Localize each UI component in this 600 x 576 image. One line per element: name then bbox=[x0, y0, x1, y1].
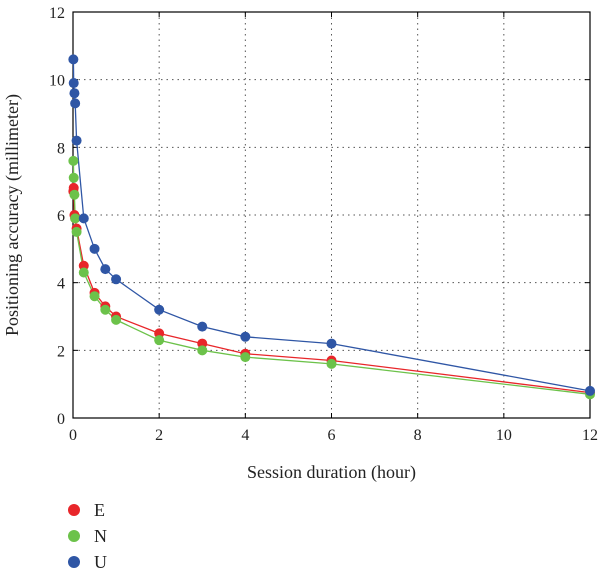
legend-label-u: U bbox=[94, 551, 107, 572]
chart-svg: 0 2 4 6 8 10 12 0 2 4 6 8 10 12 Session duration (ho… bbox=[2, 5, 598, 483]
data-point-n bbox=[154, 335, 165, 346]
data-point-u bbox=[240, 331, 251, 342]
legend-item-e: E bbox=[68, 497, 107, 523]
legend-item-u: U bbox=[68, 549, 107, 575]
data-point-n bbox=[111, 314, 122, 325]
y-tick-label: 0 bbox=[57, 411, 65, 428]
y-tick-label: 8 bbox=[57, 140, 65, 157]
y-tick-label: 6 bbox=[57, 208, 65, 225]
data-point-n bbox=[197, 345, 208, 356]
data-point-n bbox=[89, 291, 100, 302]
y-tick-label: 2 bbox=[57, 343, 65, 360]
y-axis-title: Positioning accuracy (millimeter) bbox=[2, 94, 23, 336]
x-tick-label: 12 bbox=[582, 427, 598, 444]
data-point-u bbox=[154, 304, 165, 315]
data-point-n bbox=[71, 226, 82, 237]
legend-label-e: E bbox=[94, 499, 105, 520]
y-tick-labels: 0 2 4 6 8 10 12 bbox=[49, 5, 65, 428]
x-tick-label: 6 bbox=[328, 427, 336, 444]
x-tick-label: 4 bbox=[241, 427, 249, 444]
data-point-n bbox=[68, 172, 79, 183]
data-point-u bbox=[111, 274, 122, 285]
legend: E N U bbox=[68, 497, 107, 575]
y-tick-label: 10 bbox=[49, 73, 65, 90]
data-point-u bbox=[100, 264, 111, 275]
x-axis-title: Session duration (hour) bbox=[247, 462, 416, 483]
data-point-u bbox=[68, 78, 79, 89]
grid-lines bbox=[73, 12, 590, 418]
series-layer bbox=[68, 54, 595, 400]
legend-item-n: N bbox=[68, 523, 107, 549]
data-point-n bbox=[326, 358, 337, 369]
x-tick-labels: 0 2 4 6 8 10 12 bbox=[69, 427, 598, 444]
data-point-u bbox=[89, 243, 100, 254]
data-point-u bbox=[326, 338, 337, 349]
y-tick-label: 12 bbox=[49, 5, 65, 22]
data-point-n bbox=[69, 189, 80, 200]
legend-label-n: N bbox=[94, 525, 107, 546]
data-point-n bbox=[100, 304, 111, 315]
data-point-n bbox=[70, 213, 81, 224]
x-tick-label: 2 bbox=[155, 427, 163, 444]
data-point-n bbox=[68, 155, 79, 166]
data-point-u bbox=[71, 135, 82, 146]
x-tick-label: 8 bbox=[414, 427, 422, 444]
data-point-n bbox=[78, 267, 89, 278]
data-point-u bbox=[70, 98, 81, 109]
legend-swatch-e bbox=[68, 504, 80, 516]
y-tick-label: 4 bbox=[57, 276, 65, 293]
data-point-u bbox=[197, 321, 208, 332]
data-point-u bbox=[585, 385, 595, 396]
data-point-n bbox=[240, 352, 251, 363]
legend-swatch-n bbox=[68, 530, 80, 542]
data-point-u bbox=[78, 213, 89, 224]
x-tick-label: 0 bbox=[69, 427, 77, 444]
data-point-u bbox=[68, 54, 79, 65]
tick-marks bbox=[72, 11, 591, 419]
legend-swatch-u bbox=[68, 556, 80, 568]
x-tick-label: 10 bbox=[496, 427, 512, 444]
data-point-u bbox=[69, 88, 80, 99]
